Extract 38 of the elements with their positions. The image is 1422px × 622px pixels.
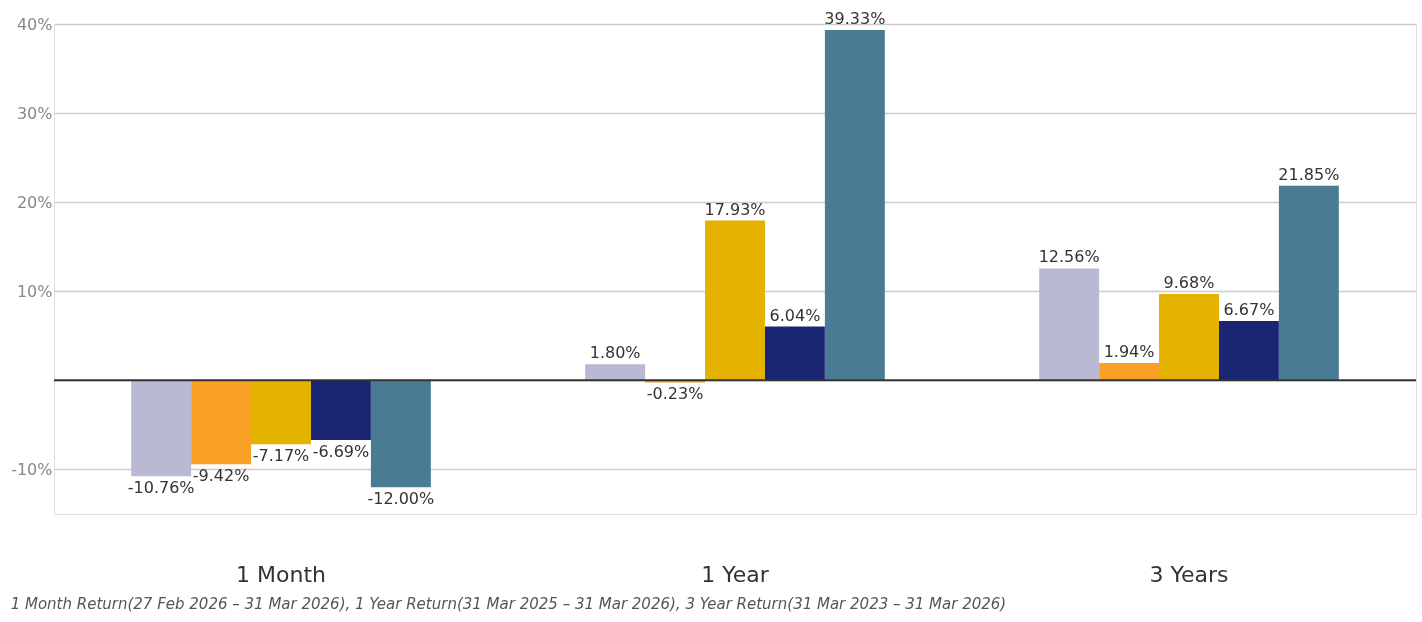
bar [824, 29, 885, 381]
bar [1218, 320, 1279, 381]
bar [705, 220, 765, 381]
data-label: 6.04% [769, 305, 821, 325]
y-tick-label: 20% [16, 192, 53, 212]
data-label: 9.68% [1163, 273, 1215, 293]
data-label: 17.93% [704, 199, 766, 219]
bar [764, 326, 825, 381]
data-label: 39.33% [824, 8, 886, 28]
bar [1159, 294, 1219, 381]
bar [1278, 185, 1339, 381]
data-label: 12.56% [1038, 247, 1100, 267]
x-tick-label: 1 Month [236, 561, 326, 587]
data-label: -9.42% [192, 466, 250, 486]
data-label: -10.76% [127, 478, 195, 498]
data-label: 1.94% [1103, 342, 1155, 362]
data-label: -12.00% [367, 489, 435, 509]
data-label: 21.85% [1278, 164, 1340, 184]
y-tick-label: 40% [16, 14, 53, 34]
bar [1039, 268, 1100, 381]
text: 1 Month Return(27 Feb 2026 – 31 Mar 2026), 1 Year Return(31 Mar 2025 – 31 Mar 2026), 3 Year Return(31 Mar 2023 – 31 Mar 2026) [10, 595, 1007, 613]
bar [251, 380, 311, 445]
x-tick-label: 1 Year [701, 561, 770, 587]
y-tick-label: -10% [11, 459, 53, 479]
data-label: -7.17% [252, 446, 310, 466]
bar [131, 380, 192, 477]
data-label: 1.80% [589, 343, 641, 363]
data-label: -6.69% [312, 441, 370, 461]
bar [191, 380, 252, 465]
y-tick-label: 10% [16, 281, 53, 301]
y-tick-label: 30% [16, 103, 53, 123]
data-label: -0.23% [646, 384, 704, 404]
x-tick-label: 3 Years [1149, 561, 1229, 587]
bar [1099, 363, 1160, 381]
bar [370, 380, 431, 488]
bar [585, 364, 646, 381]
bar [310, 380, 371, 440]
data-label: 6.67% [1223, 299, 1275, 319]
